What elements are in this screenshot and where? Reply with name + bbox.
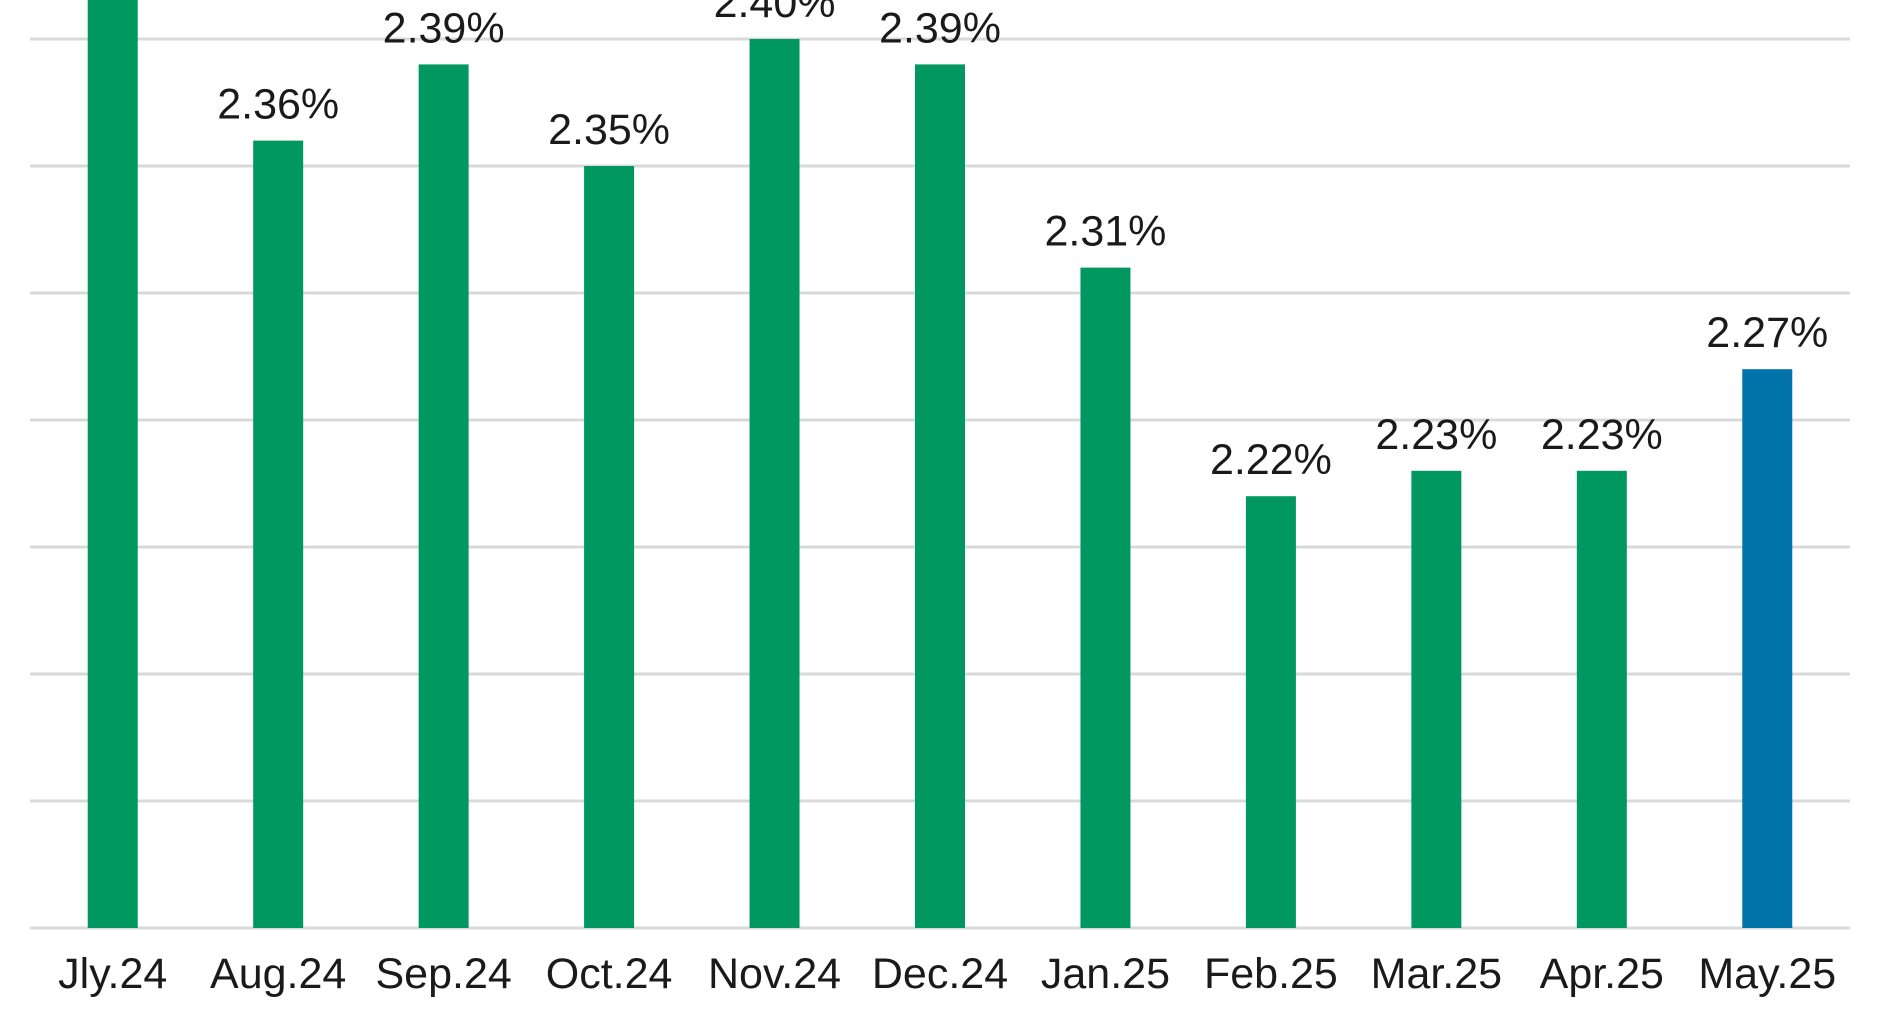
x-tick-label: Feb.25 <box>1204 950 1338 998</box>
data-label: 2.39% <box>879 4 1001 52</box>
bar-apr-25 <box>1576 470 1627 928</box>
bar-feb-25 <box>1245 496 1296 928</box>
data-label: 2.36% <box>217 81 339 129</box>
x-tick-label: May.25 <box>1698 950 1836 998</box>
x-tick-label: Sep.24 <box>375 950 511 998</box>
data-labels: 2.42%2.36%2.39%2.35%2.40%2.39%2.31%2.22%… <box>217 0 1828 484</box>
x-tick-label: Aug.24 <box>210 950 346 998</box>
bars <box>87 0 1793 929</box>
x-tick-label: Apr.25 <box>1540 950 1664 998</box>
bar-nov-24 <box>749 39 800 928</box>
x-tick-label: Mar.25 <box>1371 950 1502 998</box>
bar-aug-24 <box>253 140 304 929</box>
x-axis-tick-labels: Jly.24 Aug.24 Sep.24 Oct.24 Nov.24 Dec.24 Jan.… <box>58 950 1836 998</box>
data-label: 2.31% <box>1044 208 1166 256</box>
data-label: 2.22% <box>1210 436 1332 484</box>
bar-may-25 <box>1742 369 1793 928</box>
x-tick-label: Nov.24 <box>708 950 841 998</box>
bar-sep-24 <box>418 64 469 928</box>
x-tick-label: Jan.25 <box>1041 950 1170 998</box>
bar-dec-24 <box>915 64 965 928</box>
data-label: 2.40% <box>714 0 836 27</box>
bar-jan-25 <box>1080 267 1131 929</box>
x-tick-label: Dec.24 <box>872 950 1008 998</box>
bar-mar-25 <box>1411 470 1462 928</box>
data-label: 2.23% <box>1375 411 1497 459</box>
data-label: 2.27% <box>1706 309 1828 357</box>
bar-oct-24 <box>584 166 635 928</box>
x-tick-label: Oct.24 <box>546 950 673 998</box>
data-label: 2.35% <box>548 106 670 154</box>
data-label: 2.23% <box>1541 411 1663 459</box>
data-label: 2.39% <box>383 4 505 52</box>
x-tick-label: Jly.24 <box>58 950 167 998</box>
bar-jly-24 <box>87 0 138 928</box>
